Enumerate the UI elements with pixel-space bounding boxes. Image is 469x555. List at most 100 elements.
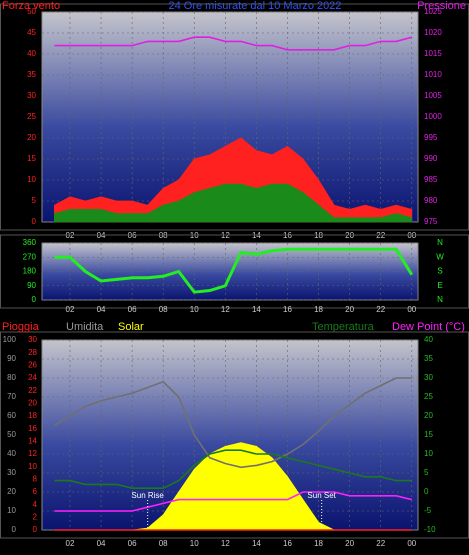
y-tick-label: N bbox=[437, 238, 443, 247]
x-tick-label: 10 bbox=[190, 305, 199, 314]
y-tick-label: -10 bbox=[424, 525, 436, 534]
y-tick-label: 360 bbox=[23, 238, 37, 247]
y-tick-label: 990 bbox=[424, 154, 438, 163]
y-tick-label: 26 bbox=[28, 360, 37, 369]
y-tick-label: 25 bbox=[27, 112, 36, 121]
y-tick-label: 20 bbox=[28, 398, 37, 407]
y-tick-label: 10 bbox=[7, 506, 16, 515]
y-tick-label: 8 bbox=[33, 474, 38, 483]
y-tick-label: 20 bbox=[424, 411, 433, 420]
y-tick-label: 10 bbox=[424, 449, 433, 458]
x-tick-label: 04 bbox=[97, 231, 106, 240]
y-tick-label: E bbox=[437, 281, 442, 290]
y-tick-label: 270 bbox=[23, 252, 37, 261]
y-tick-label: 30 bbox=[424, 373, 433, 382]
y-tick-label: 0 bbox=[33, 525, 38, 534]
x-tick-label: 06 bbox=[128, 539, 137, 548]
x-tick-label: 08 bbox=[159, 539, 168, 548]
series-area bbox=[54, 183, 413, 223]
y-tick-label: 5 bbox=[32, 196, 37, 205]
y-tick-label: 50 bbox=[7, 430, 16, 439]
y-tick-label: 28 bbox=[28, 348, 37, 357]
x-tick-label: 20 bbox=[345, 539, 354, 548]
y-tick-label: 14 bbox=[28, 436, 37, 445]
y-tick-label: 6 bbox=[33, 487, 38, 496]
legend-label: Pressione bbox=[417, 0, 466, 12]
y-tick-label: 0 bbox=[32, 295, 37, 304]
x-tick-label: 00 bbox=[407, 305, 416, 314]
y-tick-label: 50 bbox=[27, 7, 36, 16]
y-tick-label: 90 bbox=[7, 354, 16, 363]
y-tick-label: 2 bbox=[33, 512, 38, 521]
chart-title: 24 Ore misurate dal 10 Marzo 2022 bbox=[168, 0, 341, 12]
y-tick-label: 60 bbox=[7, 411, 16, 420]
x-tick-label: 08 bbox=[159, 305, 168, 314]
y-tick-label: S bbox=[437, 267, 442, 276]
x-tick-label: 20 bbox=[345, 231, 354, 240]
y-tick-label: 980 bbox=[424, 196, 438, 205]
series-line bbox=[54, 36, 413, 51]
series-line bbox=[54, 247, 414, 294]
y-tick-label: 18 bbox=[28, 411, 37, 420]
y-tick-label: 985 bbox=[424, 175, 438, 184]
y-tick-label: 10 bbox=[28, 462, 37, 471]
x-tick-label: 00 bbox=[407, 539, 416, 548]
x-tick-label: 12 bbox=[221, 539, 230, 548]
y-tick-label: 40 bbox=[7, 449, 16, 458]
series-line bbox=[54, 449, 412, 489]
x-tick-label: 22 bbox=[376, 539, 385, 548]
y-tick-label: 180 bbox=[23, 267, 37, 276]
y-tick-label: 1025 bbox=[424, 7, 442, 16]
x-tick-label: 10 bbox=[190, 539, 199, 548]
x-tick-label: 18 bbox=[314, 305, 323, 314]
x-tick-label: 04 bbox=[97, 305, 106, 314]
legend-label: Temperatura bbox=[312, 321, 375, 333]
x-tick-label: 14 bbox=[252, 539, 261, 548]
legend-label: Umidita bbox=[66, 321, 104, 333]
y-tick-label: 975 bbox=[424, 217, 438, 226]
series-line bbox=[54, 491, 412, 512]
y-tick-label: -5 bbox=[424, 506, 432, 515]
y-tick-label: 30 bbox=[28, 335, 37, 344]
y-tick-label: 40 bbox=[424, 335, 433, 344]
y-tick-label: 1010 bbox=[424, 70, 442, 79]
y-tick-label: 0 bbox=[424, 487, 429, 496]
x-tick-label: 12 bbox=[221, 305, 230, 314]
y-tick-label: 20 bbox=[7, 487, 16, 496]
y-tick-label: 70 bbox=[7, 392, 16, 401]
x-tick-label: 10 bbox=[190, 231, 199, 240]
x-tick-label: 02 bbox=[66, 305, 75, 314]
y-tick-label: 25 bbox=[424, 392, 433, 401]
y-tick-label: 80 bbox=[7, 373, 16, 382]
legend-label: Dew Point (°C) bbox=[392, 321, 465, 333]
y-tick-label: 16 bbox=[28, 424, 37, 433]
x-tick-label: 16 bbox=[283, 305, 292, 314]
y-tick-label: W bbox=[436, 252, 444, 261]
x-tick-label: 08 bbox=[159, 231, 168, 240]
y-tick-label: 90 bbox=[27, 281, 36, 290]
y-tick-label: 1005 bbox=[424, 91, 442, 100]
x-tick-label: 14 bbox=[252, 305, 261, 314]
y-tick-label: 24 bbox=[28, 373, 37, 382]
x-tick-label: 06 bbox=[128, 231, 137, 240]
x-tick-label: 18 bbox=[314, 231, 323, 240]
x-tick-label: 02 bbox=[66, 539, 75, 548]
y-tick-label: 1020 bbox=[424, 28, 442, 37]
x-tick-label: 12 bbox=[221, 231, 230, 240]
y-tick-label: 1000 bbox=[424, 112, 442, 121]
y-tick-label: 22 bbox=[28, 386, 37, 395]
y-tick-label: 5 bbox=[424, 468, 429, 477]
series-area bbox=[54, 137, 413, 223]
y-tick-label: 12 bbox=[28, 449, 37, 458]
y-tick-label: 10 bbox=[27, 175, 36, 184]
y-tick-label: 100 bbox=[3, 335, 17, 344]
x-tick-label: 18 bbox=[314, 539, 323, 548]
y-tick-label: 0 bbox=[32, 217, 37, 226]
x-tick-label: 14 bbox=[252, 231, 261, 240]
y-tick-label: 40 bbox=[27, 49, 36, 58]
x-tick-label: 16 bbox=[283, 539, 292, 548]
y-tick-label: 20 bbox=[27, 133, 36, 142]
y-tick-label: 35 bbox=[27, 70, 36, 79]
x-tick-label: 06 bbox=[128, 305, 137, 314]
